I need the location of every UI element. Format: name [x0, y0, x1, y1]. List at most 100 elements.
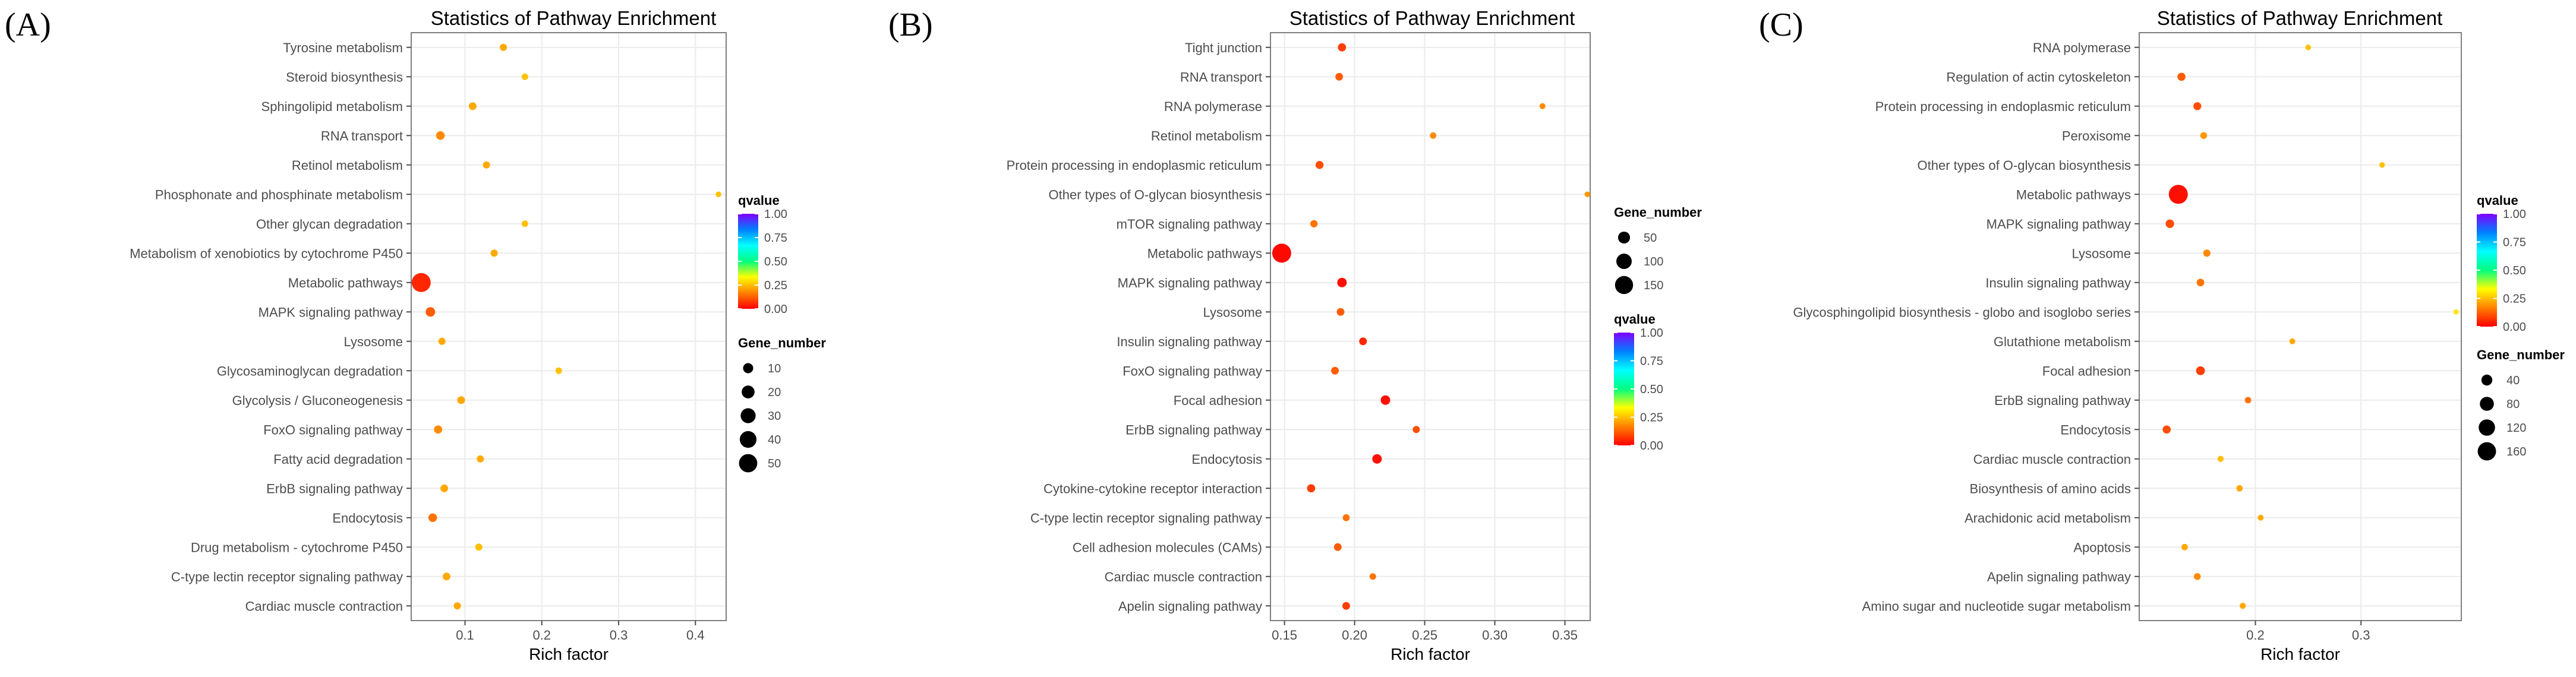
data-point	[2236, 485, 2243, 492]
data-point	[1336, 308, 1345, 316]
data-point	[2193, 572, 2201, 580]
y-tick-label: Endocytosis	[2060, 422, 2131, 437]
legend-size-point	[1616, 254, 1632, 269]
panel-label: (A)	[5, 7, 51, 43]
y-tick-label: Protein processing in endoplasmic reticu…	[1007, 158, 1262, 173]
y-tick-label: Sphingolipid metabolism	[261, 99, 403, 114]
colorbar-tick-label: 0.50	[1640, 383, 1663, 396]
legend-size-label: 100	[1644, 255, 1663, 268]
chart-title: Statistics of Pathway Enrichment	[2157, 7, 2443, 29]
y-tick-label: Metabolic pathways	[288, 276, 403, 290]
legend-size-label: 50	[1644, 232, 1657, 245]
plot-area	[2139, 32, 2462, 621]
legend-size-label: 80	[2506, 398, 2520, 411]
y-tick-label: Apelin signaling pathway	[1118, 599, 1262, 613]
legend-gene-number: Gene_number 40 80 120 160	[2477, 347, 2565, 461]
data-point	[2193, 102, 2202, 110]
y-tick-label: RNA transport	[321, 128, 403, 143]
x-tick-label: 0.3	[2352, 628, 2370, 643]
y-tick-label: Other types of O-glycan biosynthesis	[1049, 187, 1263, 202]
data-point	[425, 307, 436, 317]
data-point	[490, 249, 498, 257]
y-tick-label: Insulin signaling pathway	[1985, 276, 2131, 290]
data-point	[1272, 243, 1291, 263]
x-tick-label: 0.35	[1552, 628, 1578, 643]
data-point	[715, 191, 721, 198]
data-point	[475, 543, 483, 551]
chart-title: Statistics of Pathway Enrichment	[431, 7, 717, 29]
data-point	[2453, 309, 2459, 315]
legend-size-point	[2477, 442, 2496, 461]
data-point	[2177, 72, 2186, 81]
data-point	[442, 572, 450, 581]
y-tick-label: Glycosaminoglycan degradation	[217, 363, 403, 378]
data-point	[2165, 219, 2174, 228]
y-tick-label: Retinol metabolism	[292, 158, 403, 173]
y-tick-label: Lysosome	[1203, 305, 1262, 319]
y-tick-label: Cardiac muscle contraction	[1105, 570, 1262, 584]
data-point	[2196, 366, 2205, 375]
y-tick-label: RNA polymerase	[2033, 40, 2131, 55]
legend-size-label: 50	[768, 457, 781, 470]
data-point	[1310, 220, 1318, 227]
x-tick-label: 0.3	[610, 628, 628, 643]
data-point	[2244, 397, 2252, 404]
data-point	[1338, 43, 1347, 52]
data-point	[1380, 395, 1391, 405]
data-point	[483, 161, 490, 169]
legend-qvalue-title: qvalue	[738, 193, 780, 208]
plot-area	[411, 32, 727, 621]
legend-qvalue-title: qvalue	[1614, 312, 1656, 327]
y-tick-label: Apelin signaling pathway	[1987, 570, 2131, 584]
data-point	[1369, 573, 1376, 580]
colorbar-tick-label: 1.00	[2503, 208, 2526, 221]
panel-B: (B) Statistics of Pathway Enrichment Tight…	[888, 7, 1702, 663]
panel-label: (C)	[1759, 7, 1803, 43]
y-tick-label: Glycosphingolipid biosynthesis - globo a…	[1793, 305, 2131, 319]
legend-qvalue-title: qvalue	[2477, 193, 2518, 208]
y-tick-label: Drug metabolism - cytochrome P450	[191, 540, 403, 555]
legend-size-label: 10	[768, 362, 781, 375]
y-tick-label: Insulin signaling pathway	[1117, 334, 1262, 349]
y-tick-label: FoxO signaling pathway	[1123, 363, 1262, 378]
data-point	[1342, 602, 1350, 610]
data-point	[2203, 249, 2211, 257]
data-point	[2168, 185, 2188, 204]
y-tick-label: Regulation of actin cytoskeleton	[1946, 69, 2131, 84]
legend-size-point	[743, 363, 753, 374]
x-tick-label: 0.30	[1482, 628, 1508, 643]
y-tick-label: Endocytosis	[332, 511, 403, 526]
y-tick-label: Focal adhesion	[1174, 393, 1262, 408]
y-tick-label: Peroxisome	[2062, 128, 2131, 143]
x-axis-title: Rich factor	[2260, 645, 2340, 663]
y-tick-label: Lysosome	[344, 334, 403, 349]
x-tick-label: 0.15	[1272, 628, 1297, 643]
x-axis-title: Rich factor	[1391, 645, 1470, 663]
y-tick-label: Biosynthesis of amino acids	[1970, 481, 2131, 496]
y-tick-label: Arachidonic acid metabolism	[1965, 511, 2131, 526]
data-point	[2239, 603, 2246, 609]
y-tick-label: Glutathione metabolism	[1994, 334, 2131, 349]
data-point	[1342, 514, 1350, 521]
data-point	[2196, 279, 2205, 287]
y-tick-label: Phosphonate and phosphinate metabolism	[155, 187, 403, 202]
legend-size-label: 40	[2506, 374, 2520, 387]
data-point	[1335, 72, 1344, 81]
y-tick-label: Glycolysis / Gluconeogenesis	[232, 393, 403, 408]
legend-gene-number: Gene_number 10 20 30 40 50	[738, 336, 826, 473]
data-point	[2217, 455, 2224, 462]
data-point	[457, 396, 465, 404]
y-tick-label: Endocytosis	[1191, 452, 1262, 467]
y-tick-label: C-type lectin receptor signaling pathway	[171, 570, 403, 584]
legend-size-label: 20	[768, 386, 781, 399]
x-tick-label: 0.20	[1342, 628, 1367, 643]
x-axis-title: Rich factor	[529, 645, 608, 663]
legend-size-label: 160	[2506, 445, 2526, 458]
legend-size-label: 150	[1644, 279, 1663, 292]
data-point	[411, 273, 431, 292]
data-point	[521, 220, 528, 227]
data-point	[555, 367, 562, 374]
data-point	[2200, 132, 2208, 140]
